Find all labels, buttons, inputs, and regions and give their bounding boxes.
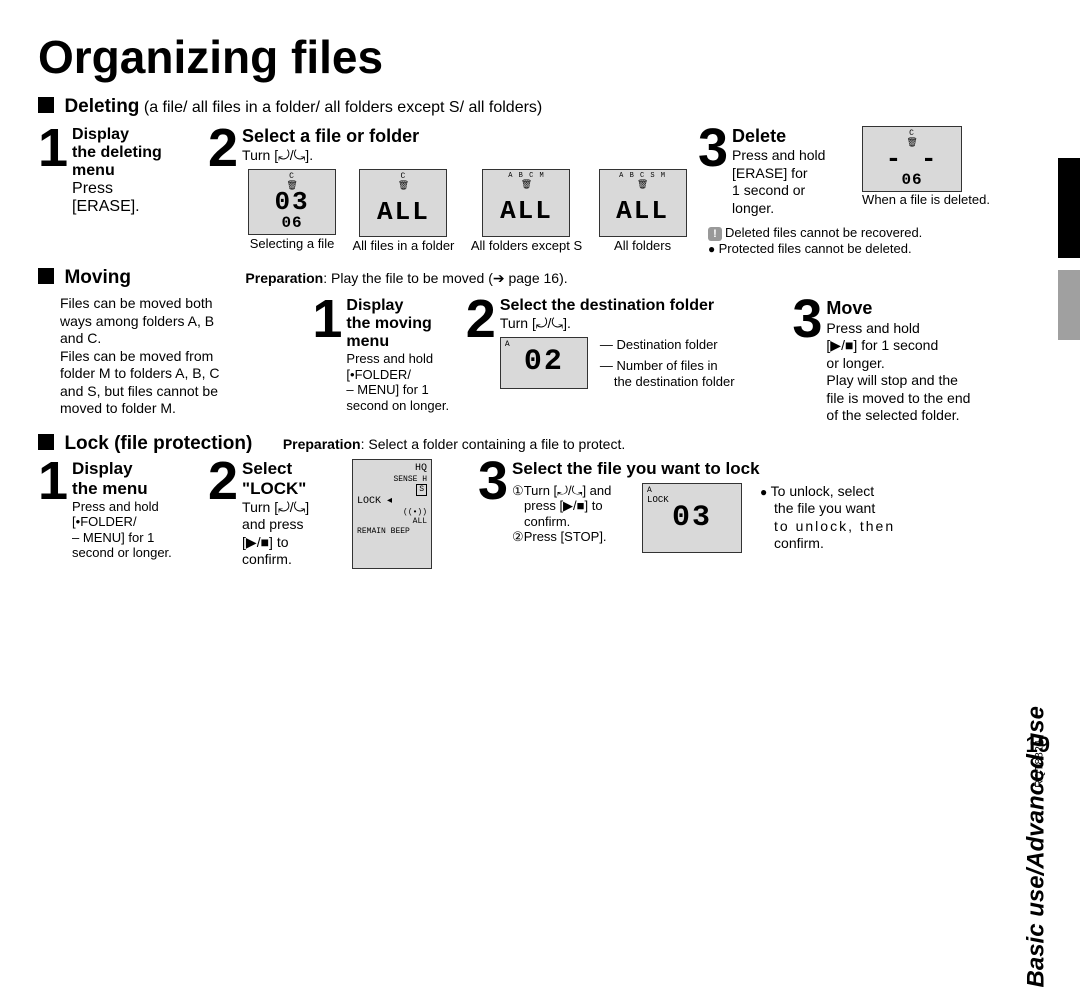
lock-s2-title: Select "LOCK" xyxy=(242,459,352,499)
mov-s1-b4: second on longer. xyxy=(346,398,449,414)
lcd-all-ex-s: A B C M 🗑 ALL xyxy=(482,169,570,237)
square-bullet-icon xyxy=(38,434,54,450)
mov-desc1: Files can be moved both xyxy=(60,295,312,313)
moving-heading: Moving xyxy=(64,267,131,288)
mov-s3-l2: [▶/■] for 1 second xyxy=(826,337,970,355)
lcd-cap-b: All files in a folder xyxy=(353,239,455,254)
lock-prep-text: : Select a folder containing a file to p… xyxy=(361,436,626,452)
mov-desc7: moved to folder M. xyxy=(60,400,312,418)
del-s1-title: Display xyxy=(72,126,162,144)
lock-s2-l4: confirm. xyxy=(242,551,352,569)
lcd-cap-a: Selecting a file xyxy=(248,237,336,252)
mov-s3-l1: Press and hold xyxy=(826,320,970,338)
lock-s3-d: ②Press [STOP]. xyxy=(512,529,642,545)
step-number: 2 xyxy=(208,457,238,506)
step-number: 1 xyxy=(38,124,68,173)
mov-s1-t2: the moving xyxy=(346,315,449,333)
lock-s1-b4: second or longer. xyxy=(72,545,172,561)
step-number: 3 xyxy=(792,295,822,344)
lcd-cap-c: All folders except S xyxy=(471,239,582,254)
mov-s3-l3: or longer. xyxy=(826,355,970,373)
prep-label: Preparation xyxy=(245,270,323,286)
page-number: 19 xyxy=(1026,732,1050,758)
lock-s2-l2: and press xyxy=(242,516,352,534)
lcd-lock-file: A LOCK 03 xyxy=(642,483,742,553)
lock-s3-b: press [▶/■] to xyxy=(524,498,642,514)
mov-s2-body: Turn [⤾/⤿]. xyxy=(500,315,735,333)
mov-s3-l6: of the selected folder. xyxy=(826,407,970,425)
lock-s3-r1: To unlock, select xyxy=(760,483,940,501)
page-title: Organizing files xyxy=(38,30,1020,84)
del-s3-l1: Press and hold xyxy=(732,147,862,165)
del-lcd-caption: When a file is deleted. xyxy=(862,192,990,208)
mov-s1-t1: Display xyxy=(346,297,449,315)
square-bullet-icon xyxy=(38,97,54,113)
del-s1-body2: [ERASE]. xyxy=(72,198,162,216)
lock-s1-t2: the menu xyxy=(72,479,172,499)
lcd-deleted: C 🗑 - - 06 xyxy=(862,126,962,192)
lock-prep-label: Preparation xyxy=(283,436,361,452)
step-number: 2 xyxy=(208,124,238,173)
lock-s3-r4: confirm. xyxy=(774,535,940,553)
step-number: 1 xyxy=(38,457,68,506)
del-s1-body1: Press xyxy=(72,180,162,198)
lcd-cap-d: All folders xyxy=(599,239,687,254)
mov-desc5: folder M to folders A, B, C xyxy=(60,365,312,383)
del-s3-l3: 1 second or xyxy=(732,182,862,200)
prep-text: : Play the file to be moved (➔ page 16). xyxy=(323,270,567,286)
mov-desc3: and C. xyxy=(60,330,312,348)
lock-s3-title: Select the file you want to lock xyxy=(512,459,940,479)
del-s2-title: Select a file or folder xyxy=(242,126,693,147)
square-bullet-icon xyxy=(38,268,54,284)
lcd-all-folder: C 🗑 ALL xyxy=(359,169,447,237)
lcd-dest-folder: A 02 xyxy=(500,337,588,390)
mov-s1-b3: – MENU] for 1 xyxy=(346,382,449,398)
mov-s1-t3: menu xyxy=(346,333,449,351)
deleting-heading: Deleting xyxy=(64,96,139,117)
del-s1-title3: menu xyxy=(72,162,162,180)
del-s1-title2: the deleting xyxy=(72,144,162,162)
side-tab-icon xyxy=(1058,170,1080,510)
mov-s2-title: Select the destination folder xyxy=(500,297,735,315)
lock-s3-r3: to unlock, then xyxy=(774,518,940,536)
mov-desc2: ways among folders A, B xyxy=(60,313,312,331)
lock-s1-b2: [•FOLDER/ xyxy=(72,514,172,530)
lock-s3-a: ①Turn [⤾/⤿] and xyxy=(512,483,642,499)
mov-s3-l5: file is moved to the end xyxy=(826,390,970,408)
mov-s2-c1: — Destination folder xyxy=(600,337,735,353)
step-number: 1 xyxy=(312,295,342,344)
lock-s1-t1: Display xyxy=(72,459,172,479)
lock-s3-r2: the file you want xyxy=(774,500,940,518)
mov-s2-c2: — Number of files in xyxy=(600,358,735,374)
mov-desc6: and S, but files cannot be xyxy=(60,383,312,401)
del-s3-l4: longer. xyxy=(732,200,862,218)
del-s2-body: Turn [⤾/⤿]. xyxy=(242,147,693,165)
lcd-select-file: C 🗑 03 06 xyxy=(248,169,336,235)
note-deleted: !Deleted files cannot be recovered. xyxy=(708,225,1020,241)
note-protected: Protected files cannot be deleted. xyxy=(708,241,1020,257)
deleting-desc: (a file/ all files in a folder/ all fold… xyxy=(144,99,542,116)
del-s3-title: Delete xyxy=(732,126,862,147)
del-s3-l2: [ERASE] for xyxy=(732,165,862,183)
mov-desc4: Files can be moved from xyxy=(60,348,312,366)
lock-s2-l3: [▶/■] to xyxy=(242,534,352,552)
lock-s2-l1: Turn [⤾/⤿] xyxy=(242,499,352,517)
mov-s1-b2: [•FOLDER/ xyxy=(346,367,449,383)
mov-s2-c3: the destination folder xyxy=(614,374,735,390)
lock-s3-c: confirm. xyxy=(524,514,642,530)
step-number: 3 xyxy=(698,124,728,173)
lcd-lock-menu: HQ SENSE H S LOCK ◂ ((•)) ALL REMAIN BEE… xyxy=(352,459,432,569)
mov-s3-title: Move xyxy=(826,297,970,320)
step-number: 3 xyxy=(478,457,508,506)
lcd-all-folders: A B C S M 🗑 ALL xyxy=(599,169,687,237)
mov-s3-l4: Play will stop and the xyxy=(826,372,970,390)
mov-s1-b1: Press and hold xyxy=(346,351,449,367)
lock-s1-b3: – MENU] for 1 xyxy=(72,530,172,546)
lock-s1-b1: Press and hold xyxy=(72,499,172,515)
step-number: 2 xyxy=(466,295,496,344)
